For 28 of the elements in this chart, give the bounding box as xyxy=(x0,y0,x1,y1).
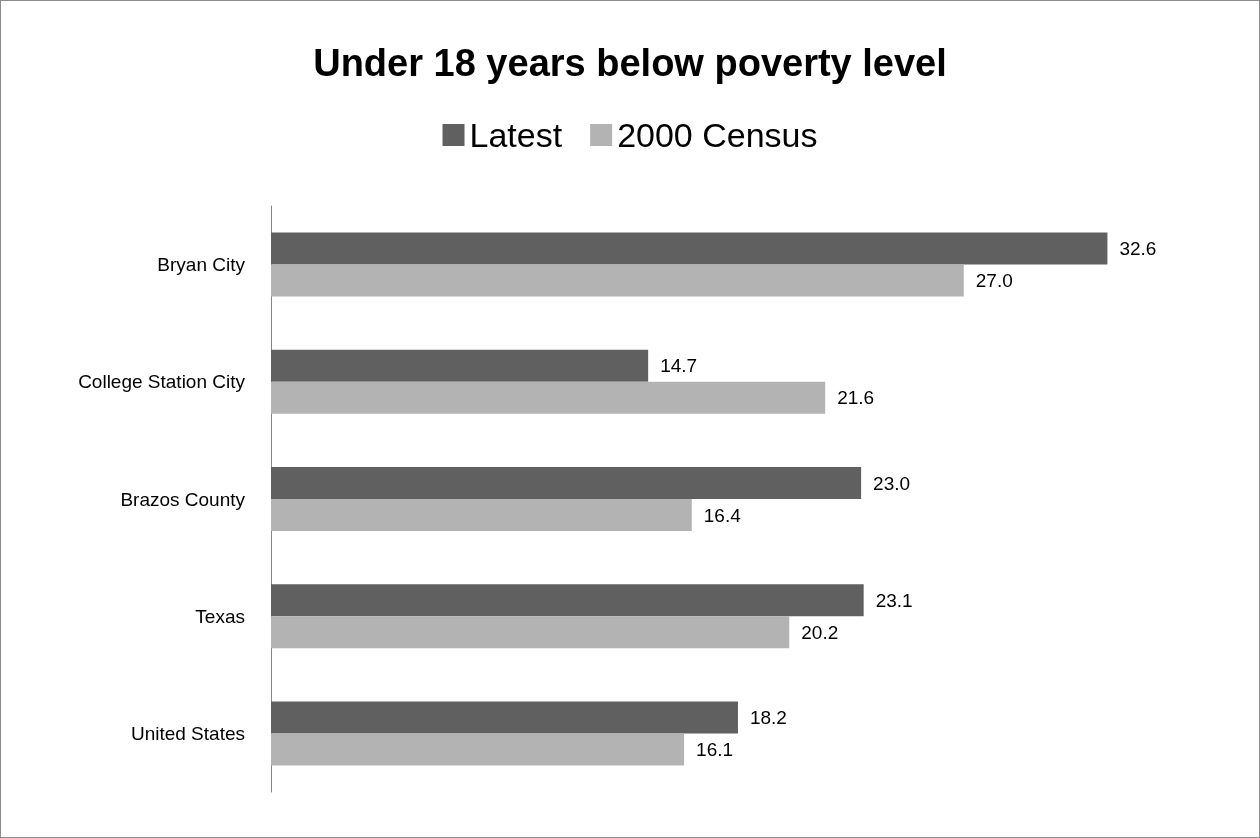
legend-label: Latest xyxy=(469,116,563,154)
data-label: 20.2 xyxy=(801,621,839,643)
data-label: 27.0 xyxy=(975,270,1013,292)
data-label: 14.7 xyxy=(660,355,698,377)
bar xyxy=(271,733,685,766)
bar xyxy=(271,232,1108,265)
y-tick-label: Brazos County xyxy=(120,488,246,510)
y-tick-label: Texas xyxy=(195,605,245,627)
y-tick-label: United States xyxy=(130,722,245,744)
data-label: 23.1 xyxy=(875,589,913,611)
data-label: 21.6 xyxy=(837,387,875,409)
y-tick-label: College Station City xyxy=(78,371,246,393)
data-label: 16.1 xyxy=(696,738,734,760)
bar xyxy=(271,616,790,649)
chart-title: Under 18 years below poverty level xyxy=(313,42,947,84)
bar xyxy=(271,264,964,297)
bar xyxy=(271,701,738,734)
bar xyxy=(271,584,864,617)
y-tick-label: Bryan City xyxy=(157,254,246,276)
data-label: 16.4 xyxy=(703,504,742,526)
data-label: 32.6 xyxy=(1119,238,1157,260)
bar xyxy=(271,499,692,531)
bar xyxy=(271,467,862,499)
data-label: 23.0 xyxy=(873,472,911,494)
bar xyxy=(271,349,649,382)
legend-label: 2000 Census xyxy=(617,116,818,154)
bar xyxy=(271,381,826,414)
data-label: 18.2 xyxy=(749,706,787,728)
